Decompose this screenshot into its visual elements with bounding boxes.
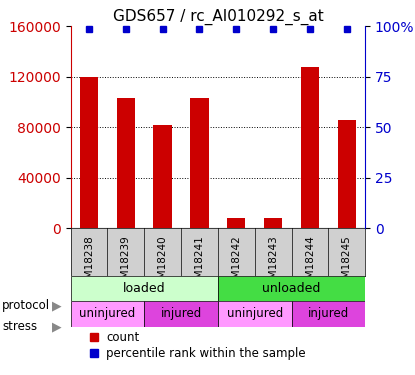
Bar: [264, 217, 282, 228]
Bar: [144, 301, 218, 327]
Text: GSM18240: GSM18240: [158, 236, 168, 292]
Text: GSM18243: GSM18243: [268, 236, 278, 292]
Bar: [301, 67, 319, 228]
Text: percentile rank within the sample: percentile rank within the sample: [106, 347, 305, 360]
Text: GSM18245: GSM18245: [342, 236, 352, 292]
Text: GSM18238: GSM18238: [84, 236, 94, 292]
Bar: [154, 125, 172, 228]
Bar: [337, 120, 356, 228]
Text: count: count: [106, 331, 139, 344]
Text: loaded: loaded: [123, 282, 166, 295]
Text: GSM18242: GSM18242: [231, 236, 241, 292]
Text: uninjured: uninjured: [79, 308, 136, 320]
Bar: [291, 301, 365, 327]
Text: injured: injured: [161, 308, 202, 320]
Bar: [190, 98, 209, 228]
Title: GDS657 / rc_AI010292_s_at: GDS657 / rc_AI010292_s_at: [112, 9, 323, 25]
Text: GSM18244: GSM18244: [305, 236, 315, 292]
Bar: [71, 301, 144, 327]
Bar: [71, 276, 218, 301]
Bar: [227, 218, 246, 228]
Text: GSM18239: GSM18239: [121, 236, 131, 292]
Bar: [80, 77, 98, 228]
Text: ▶: ▶: [52, 299, 61, 312]
Text: unloaded: unloaded: [262, 282, 321, 295]
Text: ▶: ▶: [52, 321, 61, 333]
Text: uninjured: uninjured: [227, 308, 283, 320]
Text: injured: injured: [308, 308, 349, 320]
Text: stress: stress: [2, 321, 37, 333]
Text: GSM18241: GSM18241: [195, 236, 205, 292]
Text: protocol: protocol: [2, 299, 50, 312]
Bar: [218, 301, 291, 327]
Bar: [117, 98, 135, 228]
Bar: [218, 276, 365, 301]
